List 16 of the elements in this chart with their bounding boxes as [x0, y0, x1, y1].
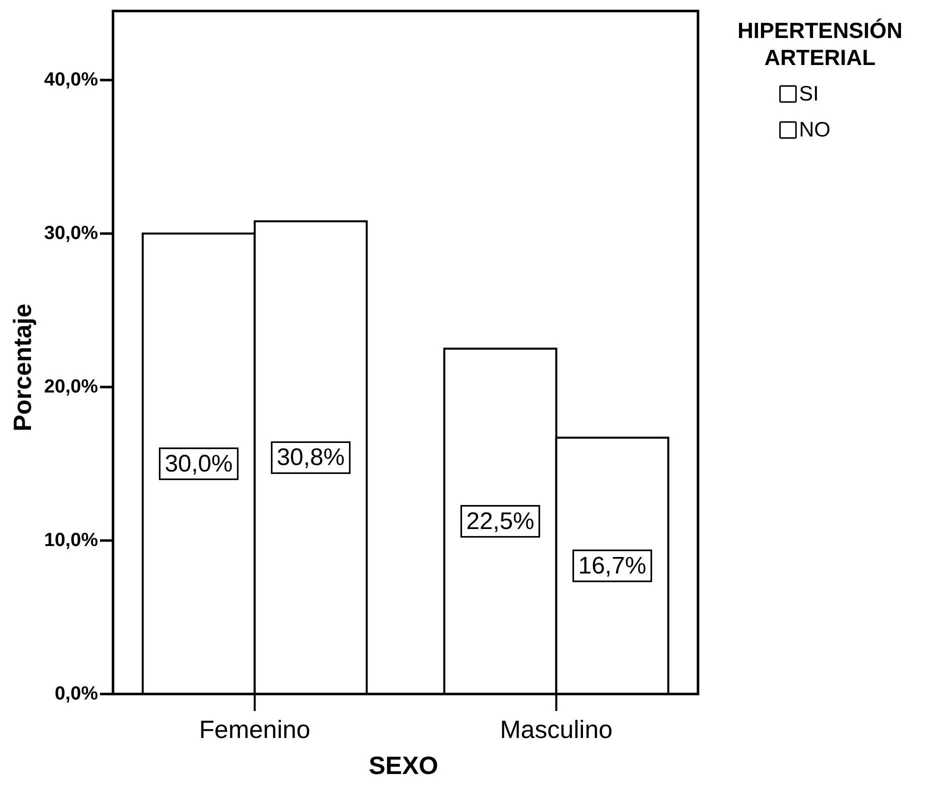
x-tick-label: Masculino [500, 716, 613, 744]
x-tick-label: Femenino [199, 716, 310, 744]
legend-label: NO [799, 118, 830, 142]
data-label: 16,7% [578, 552, 646, 580]
data-label: 22,5% [466, 508, 534, 535]
y-axis-title: Porcentaje [9, 303, 37, 432]
y-tick-label: 0,0% [54, 684, 98, 704]
y-tick-label: 20,0% [44, 376, 98, 398]
data-label: 30,8% [276, 444, 345, 472]
y-tick-label: 40,0% [44, 70, 98, 91]
data-label: 30,0% [164, 450, 233, 478]
legend-title: HIPERTENSIÓN ARTERIAL [737, 18, 903, 70]
x-axis-title: SEXO [368, 752, 438, 780]
y-tick-label: 10,0% [44, 530, 98, 552]
legend-label: SI [799, 82, 819, 106]
y-tick-label: 30,0% [44, 223, 98, 244]
